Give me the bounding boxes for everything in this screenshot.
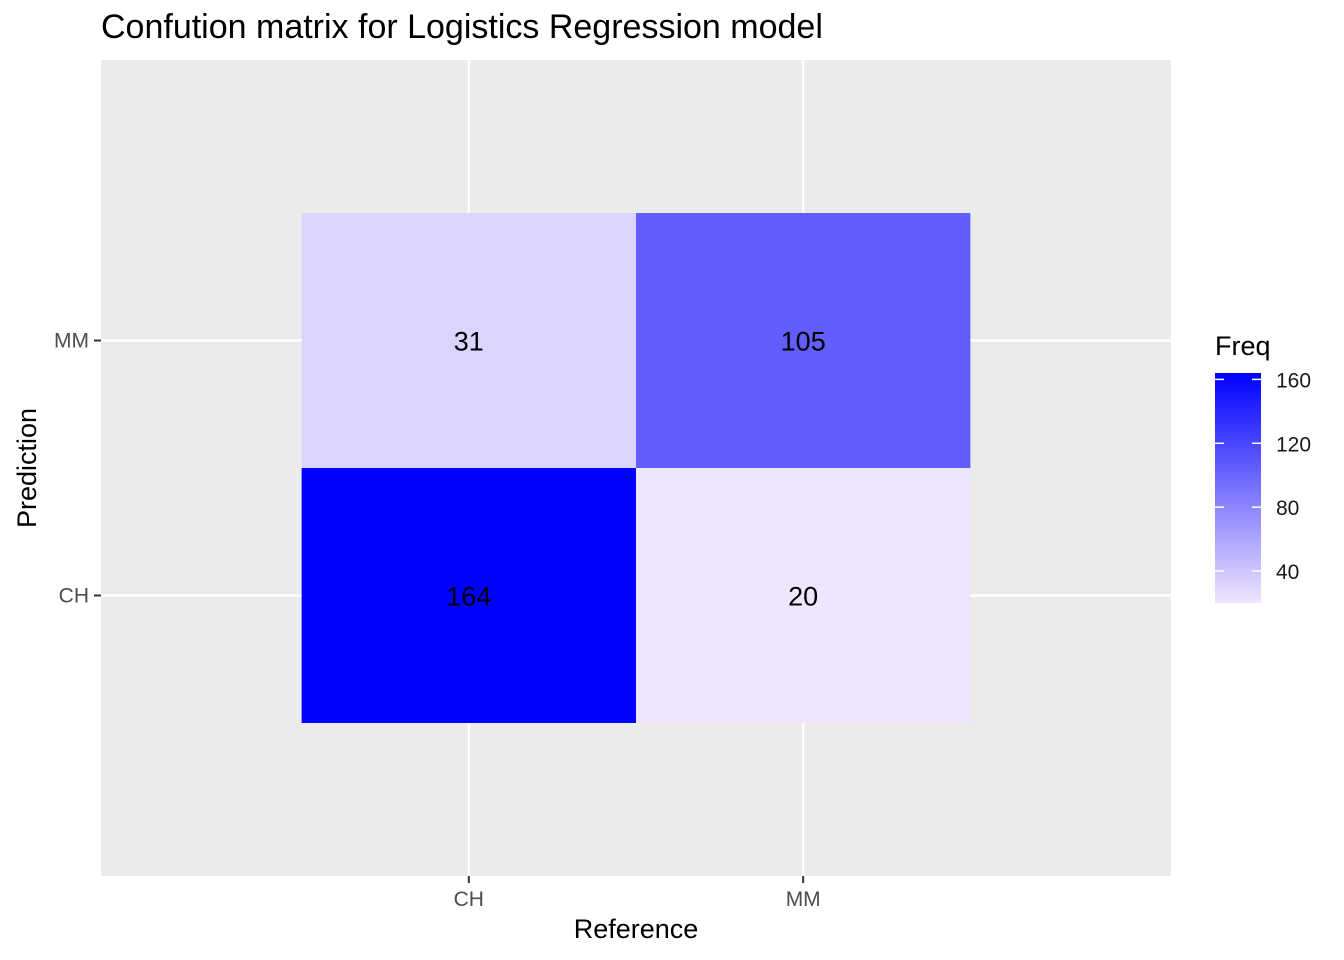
- legend-tick-label-160: 160: [1276, 369, 1311, 392]
- cell-label-ch-mm: 31: [454, 327, 484, 357]
- cell-ch-ch: [301, 468, 636, 723]
- cell-mm-ch: [636, 468, 971, 723]
- chart-title: Confution matrix for Logistics Regressio…: [101, 8, 823, 46]
- cell-label-ch-ch: 164: [446, 582, 491, 612]
- x-axis: CH MM: [454, 876, 821, 911]
- cell-label-mm-ch: 20: [788, 582, 818, 612]
- legend-tick-label-120: 120: [1276, 433, 1311, 456]
- y-tick-label-mm: MM: [54, 330, 89, 353]
- heatmap-cells: [301, 213, 971, 723]
- cell-value-labels: 31 105 164 20: [446, 327, 825, 612]
- legend-tick-label-40: 40: [1276, 561, 1299, 584]
- x-tick-label-mm: MM: [786, 888, 821, 911]
- legend-colorbar: [1215, 373, 1261, 603]
- y-tick-label-ch: CH: [59, 585, 89, 608]
- color-legend: Freq 40 80 120 160: [1215, 331, 1311, 603]
- x-tick-label-ch: CH: [454, 888, 484, 911]
- cell-label-mm-mm: 105: [781, 327, 826, 357]
- cell-ch-mm: [301, 213, 636, 468]
- x-axis-title: Reference: [574, 914, 699, 944]
- legend-ticks: 40 80 120 160: [1215, 369, 1311, 584]
- legend-tick-label-80: 80: [1276, 497, 1299, 520]
- y-axis-title: Prediction: [12, 408, 42, 528]
- legend-title: Freq: [1215, 331, 1271, 361]
- cell-mm-mm: [636, 213, 971, 468]
- y-axis: CH MM: [54, 330, 101, 608]
